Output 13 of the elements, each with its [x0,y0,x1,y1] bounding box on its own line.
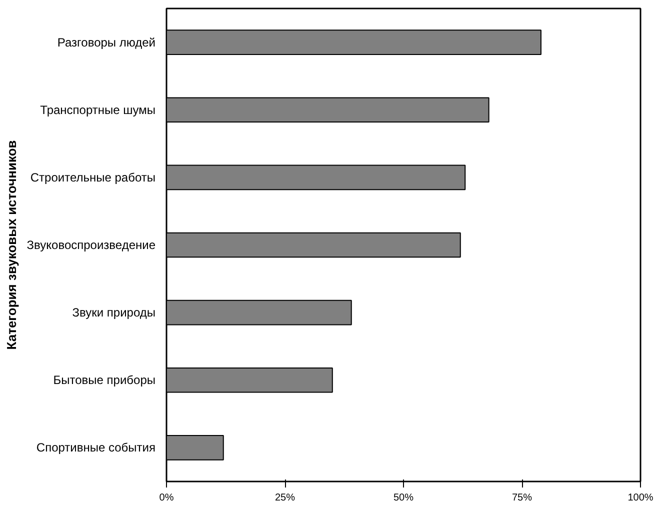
x-tick-label: 25% [274,492,296,504]
x-tick-label: 0% [159,492,174,504]
y-axis-title: Категория звуковых источников [4,140,19,350]
y-tick-label: Разговоры людей [57,35,156,50]
y-tick-label: Звуки природы [72,306,156,320]
y-tick-label: Транспортные шумы [40,102,156,117]
x-tick-label: 50% [393,492,414,504]
y-tick-label: Бытовые приборы [53,373,156,388]
y-tick-label: Звуковоспроизведение [26,238,156,252]
x-tick-label: 100% [628,492,654,504]
x-tick-label: 75% [512,492,532,504]
y-tick-label: Строительные работы [30,170,156,184]
y-tick-label: Спортивные события [36,440,156,455]
